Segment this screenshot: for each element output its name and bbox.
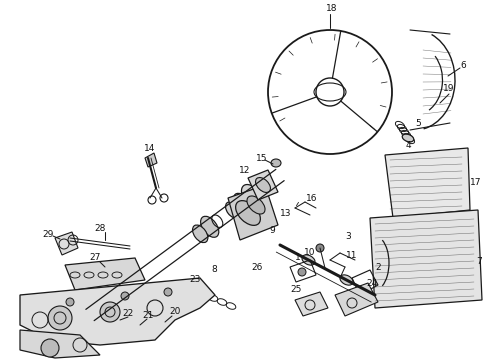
Polygon shape — [65, 258, 145, 290]
Text: 12: 12 — [239, 166, 251, 175]
Text: 22: 22 — [122, 309, 134, 318]
Ellipse shape — [193, 225, 208, 243]
Text: 5: 5 — [415, 118, 421, 127]
Text: 16: 16 — [306, 194, 318, 202]
Text: 19: 19 — [443, 84, 455, 93]
Ellipse shape — [200, 216, 219, 237]
Polygon shape — [385, 148, 470, 218]
Ellipse shape — [340, 275, 353, 285]
Text: 4: 4 — [405, 140, 411, 149]
Circle shape — [100, 302, 120, 322]
Ellipse shape — [256, 177, 270, 193]
Ellipse shape — [225, 202, 240, 218]
Ellipse shape — [402, 134, 414, 142]
Circle shape — [164, 288, 172, 296]
Ellipse shape — [234, 193, 250, 213]
Text: 26: 26 — [251, 264, 263, 273]
Text: 8: 8 — [211, 266, 217, 274]
Text: 3: 3 — [345, 231, 351, 240]
Text: 28: 28 — [94, 224, 106, 233]
Ellipse shape — [271, 159, 281, 167]
Circle shape — [66, 298, 74, 306]
Polygon shape — [20, 330, 100, 358]
Text: 6: 6 — [460, 60, 466, 69]
Ellipse shape — [247, 196, 265, 214]
Text: 24: 24 — [367, 279, 378, 288]
Text: 2: 2 — [375, 264, 381, 273]
Ellipse shape — [242, 185, 262, 207]
Ellipse shape — [302, 255, 315, 265]
Text: 21: 21 — [142, 310, 154, 320]
Polygon shape — [55, 232, 78, 255]
Text: 23: 23 — [189, 275, 201, 284]
Text: 13: 13 — [280, 208, 292, 217]
Circle shape — [48, 306, 72, 330]
Polygon shape — [295, 292, 328, 316]
Polygon shape — [228, 185, 278, 240]
Circle shape — [316, 244, 324, 252]
Text: 10: 10 — [304, 248, 316, 257]
Text: 18: 18 — [326, 4, 338, 13]
Polygon shape — [248, 170, 278, 200]
Ellipse shape — [236, 201, 260, 225]
Circle shape — [298, 268, 306, 276]
Polygon shape — [335, 283, 378, 316]
Text: 27: 27 — [89, 253, 100, 262]
Text: 20: 20 — [170, 307, 181, 316]
Text: 29: 29 — [42, 230, 54, 239]
Polygon shape — [145, 153, 157, 167]
Circle shape — [41, 339, 59, 357]
Text: 7: 7 — [476, 257, 482, 266]
Text: 9: 9 — [269, 225, 275, 234]
Text: 14: 14 — [145, 144, 156, 153]
Text: 11: 11 — [346, 251, 358, 260]
Text: 15: 15 — [256, 153, 268, 162]
Text: 17: 17 — [470, 177, 482, 186]
Polygon shape — [20, 278, 215, 345]
Text: 25: 25 — [290, 285, 302, 294]
Polygon shape — [370, 210, 482, 308]
Text: 1: 1 — [295, 253, 301, 262]
Circle shape — [121, 292, 129, 300]
